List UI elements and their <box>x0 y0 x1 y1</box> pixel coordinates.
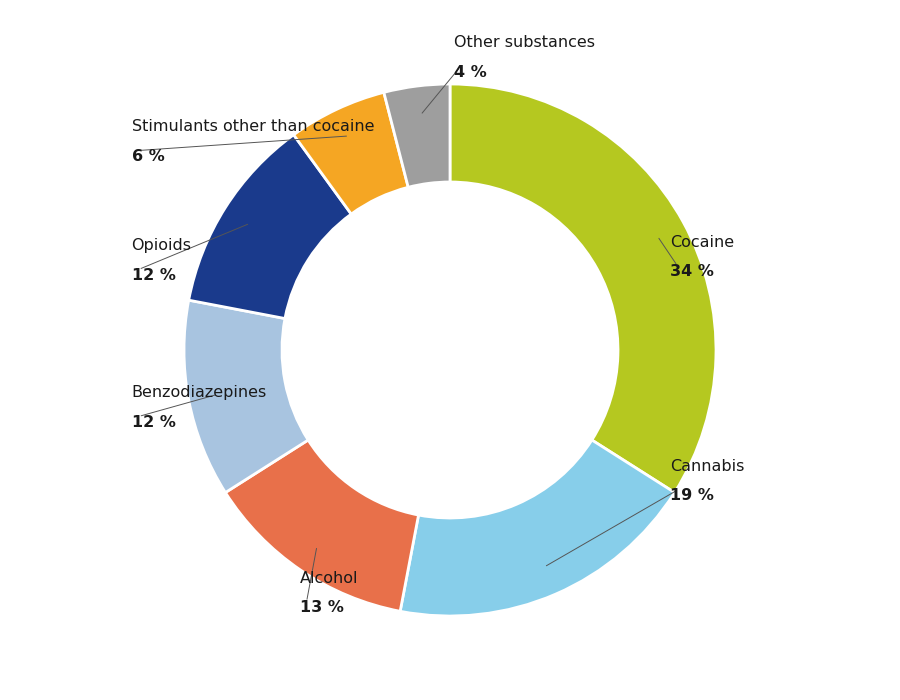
Text: 12 %: 12 % <box>131 415 176 430</box>
Text: Opioids: Opioids <box>131 239 192 253</box>
Text: 19 %: 19 % <box>670 489 715 503</box>
Text: 13 %: 13 % <box>300 601 344 615</box>
Text: 12 %: 12 % <box>131 268 176 283</box>
Text: 34 %: 34 % <box>670 265 715 279</box>
Wedge shape <box>225 440 418 611</box>
Wedge shape <box>450 84 716 493</box>
Text: Alcohol: Alcohol <box>300 571 358 586</box>
Wedge shape <box>189 135 351 318</box>
Text: Stimulants other than cocaine: Stimulants other than cocaine <box>131 120 374 134</box>
Text: Other substances: Other substances <box>454 36 595 50</box>
Wedge shape <box>184 300 308 493</box>
Text: Benzodiazepines: Benzodiazepines <box>131 386 266 400</box>
Text: Cannabis: Cannabis <box>670 459 745 474</box>
Wedge shape <box>400 440 675 616</box>
Wedge shape <box>293 92 409 214</box>
Text: Cocaine: Cocaine <box>670 235 734 250</box>
Text: 4 %: 4 % <box>454 65 486 80</box>
Wedge shape <box>383 84 450 188</box>
Text: 6 %: 6 % <box>131 149 164 164</box>
